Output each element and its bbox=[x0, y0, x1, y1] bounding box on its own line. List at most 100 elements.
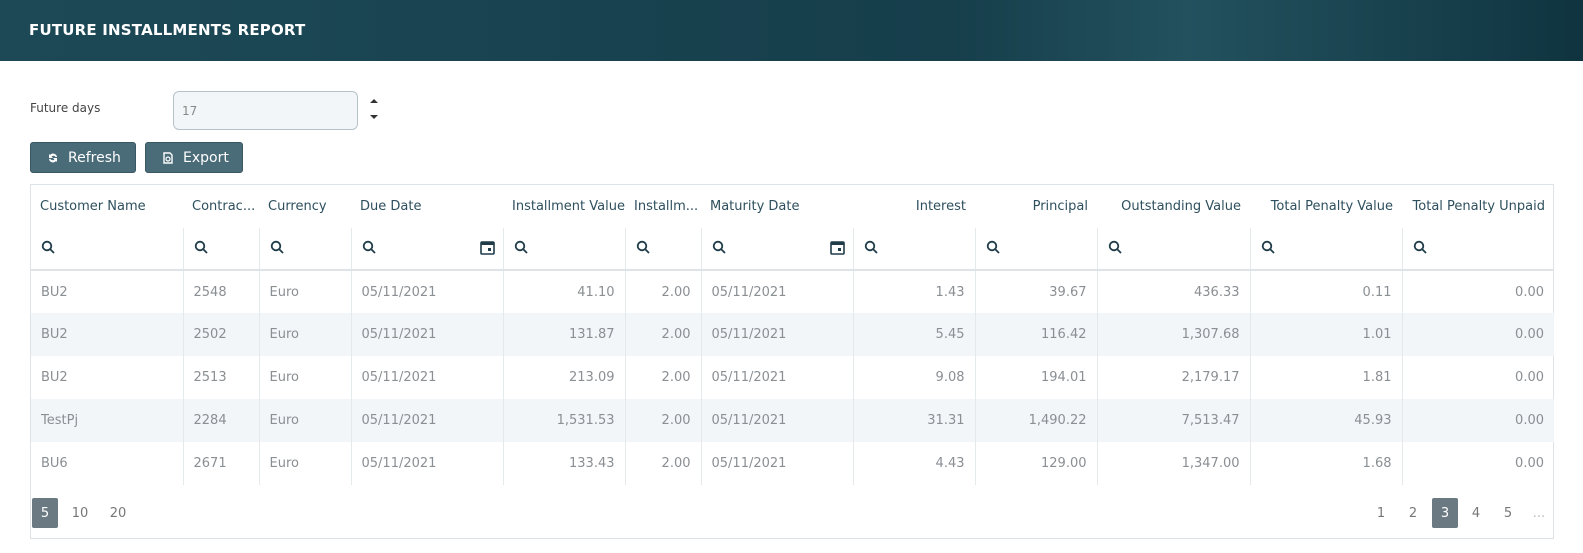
filter-cell[interactable] bbox=[350, 228, 503, 271]
column-header: Total Penalty Value bbox=[1270, 199, 1393, 214]
cell: 1,531.53 bbox=[502, 399, 625, 442]
cell: 05/11/2021 bbox=[700, 270, 853, 313]
data-grid: Customer Name Contrac... Currency Due Date I… bbox=[30, 184, 1554, 539]
cell: 133.43 bbox=[502, 442, 625, 485]
page-link[interactable]: 4 bbox=[1471, 505, 1481, 521]
cell: 1.43 bbox=[852, 270, 975, 313]
filter-cell[interactable] bbox=[1096, 228, 1250, 271]
cell: 2513 bbox=[182, 356, 259, 399]
cell: 4.43 bbox=[852, 442, 975, 485]
page-size[interactable]: 10 bbox=[71, 505, 89, 521]
cell: BU2 bbox=[41, 284, 68, 300]
filter-cell[interactable] bbox=[31, 228, 183, 271]
column-header: Installment Value bbox=[512, 199, 625, 214]
cell: 2,179.17 bbox=[1096, 356, 1250, 399]
page-link[interactable]: 5 bbox=[1503, 505, 1513, 521]
cell: 129.00 bbox=[974, 442, 1097, 485]
refresh-button[interactable]: Refresh bbox=[30, 142, 136, 173]
cell: 7,513.47 bbox=[1096, 399, 1250, 442]
cell: 05/11/2021 bbox=[350, 270, 503, 313]
button-label: Export bbox=[183, 149, 229, 166]
cell: Euro bbox=[258, 399, 351, 442]
cell: 31.31 bbox=[852, 399, 975, 442]
cell: 2.00 bbox=[624, 356, 701, 399]
cell: Euro bbox=[258, 442, 351, 485]
column-header: Total Penalty Unpaid bbox=[1412, 199, 1545, 214]
cell: 05/11/2021 bbox=[700, 442, 853, 485]
filter-cell[interactable] bbox=[258, 228, 351, 271]
cell: 05/11/2021 bbox=[350, 356, 503, 399]
page-link[interactable]: 3 bbox=[1432, 498, 1458, 528]
cell: 2284 bbox=[182, 399, 259, 442]
cell: 05/11/2021 bbox=[700, 399, 853, 442]
cell: 2.00 bbox=[624, 313, 701, 356]
column-header: Interest bbox=[915, 199, 966, 214]
filter-cell[interactable] bbox=[502, 228, 625, 271]
cell: 2548 bbox=[182, 270, 259, 313]
cell: TestPj bbox=[31, 399, 183, 442]
cell: 0.00 bbox=[1401, 399, 1554, 442]
filter-cell[interactable] bbox=[1401, 228, 1554, 271]
cell: 9.08 bbox=[852, 356, 975, 399]
cell: 116.42 bbox=[974, 313, 1097, 356]
cell: 1.81 bbox=[1249, 356, 1402, 399]
cell: Euro bbox=[258, 356, 351, 399]
cell: 45.93 bbox=[1249, 399, 1402, 442]
page-link[interactable]: 1 bbox=[1376, 505, 1386, 521]
cell: 05/11/2021 bbox=[700, 313, 853, 356]
cell: 2.00 bbox=[624, 399, 701, 442]
column-header: Contrac... bbox=[192, 199, 256, 214]
column-header: Maturity Date bbox=[710, 199, 800, 214]
title: FUTURE INSTALLMENTS REPORT bbox=[29, 21, 306, 39]
page-size[interactable]: 5 bbox=[32, 498, 58, 528]
cell: 194.01 bbox=[974, 356, 1097, 399]
cell: 0.11 bbox=[1249, 270, 1402, 313]
page-link[interactable]: ... bbox=[1532, 505, 1546, 521]
filter-cell[interactable] bbox=[974, 228, 1097, 271]
cell: 2502 bbox=[182, 313, 259, 356]
cell: 131.87 bbox=[502, 313, 625, 356]
field-label: Future days bbox=[30, 101, 101, 115]
future-days-input[interactable]: 17 bbox=[173, 91, 358, 130]
column-header: Installm... bbox=[634, 199, 699, 214]
cell: 41.10 bbox=[502, 270, 625, 313]
filter-row bbox=[31, 228, 1554, 271]
button-label: Refresh bbox=[68, 149, 121, 166]
filter-cell[interactable] bbox=[182, 228, 259, 271]
cell: 05/11/2021 bbox=[350, 313, 503, 356]
table: Customer Name Contrac... Currency Due Date I… bbox=[31, 185, 1554, 485]
header-row: Customer Name Contrac... Currency Due Date I… bbox=[31, 185, 1554, 228]
export-button[interactable]: Export bbox=[145, 142, 243, 173]
filter-cell[interactable] bbox=[1249, 228, 1402, 271]
table-row: BU6 2671 Euro 05/11/2021 133.43 2.00 05/11/202… bbox=[31, 442, 1554, 485]
column-header: Outstanding Value bbox=[1121, 199, 1241, 214]
filter-cell[interactable] bbox=[624, 228, 701, 271]
cell: 0.00 bbox=[1401, 313, 1554, 356]
cell: 1,347.00 bbox=[1096, 442, 1250, 485]
cell: Euro bbox=[258, 313, 351, 356]
filter-cell[interactable] bbox=[700, 228, 853, 271]
cell: 1,490.22 bbox=[974, 399, 1097, 442]
spinner[interactable] bbox=[368, 97, 380, 123]
cell: 0.00 bbox=[1401, 442, 1554, 485]
filter-cell[interactable] bbox=[852, 228, 975, 271]
page-size[interactable]: 20 bbox=[109, 505, 127, 521]
cell: 2.00 bbox=[624, 270, 701, 313]
column-header: Customer Name bbox=[40, 199, 146, 214]
cell: 0.00 bbox=[1401, 270, 1554, 313]
cell: 436.33 bbox=[1096, 270, 1250, 313]
cell: 1.68 bbox=[1249, 442, 1402, 485]
cell: BU6 bbox=[41, 456, 68, 471]
cell: 05/11/2021 bbox=[350, 399, 503, 442]
column-header: Currency bbox=[268, 199, 327, 214]
cell: 213.09 bbox=[502, 356, 625, 399]
cell: 5.45 bbox=[852, 313, 975, 356]
table-row: BU2 2502 Euro 05/11/2021 131.87 2.00 05/11/202… bbox=[31, 313, 1554, 356]
table-row: TestPj 2284 Euro 05/11/2021 1,531.53 2.00 05/1… bbox=[31, 399, 1554, 442]
cell: 39.67 bbox=[974, 270, 1097, 313]
cell: 2671 bbox=[182, 442, 259, 485]
table-row: BU2 2548 Euro 05/11/2021 41.10 2.00 05/11/2021… bbox=[31, 270, 1554, 313]
cell: Euro bbox=[258, 270, 351, 313]
page-link[interactable]: 2 bbox=[1408, 505, 1418, 521]
